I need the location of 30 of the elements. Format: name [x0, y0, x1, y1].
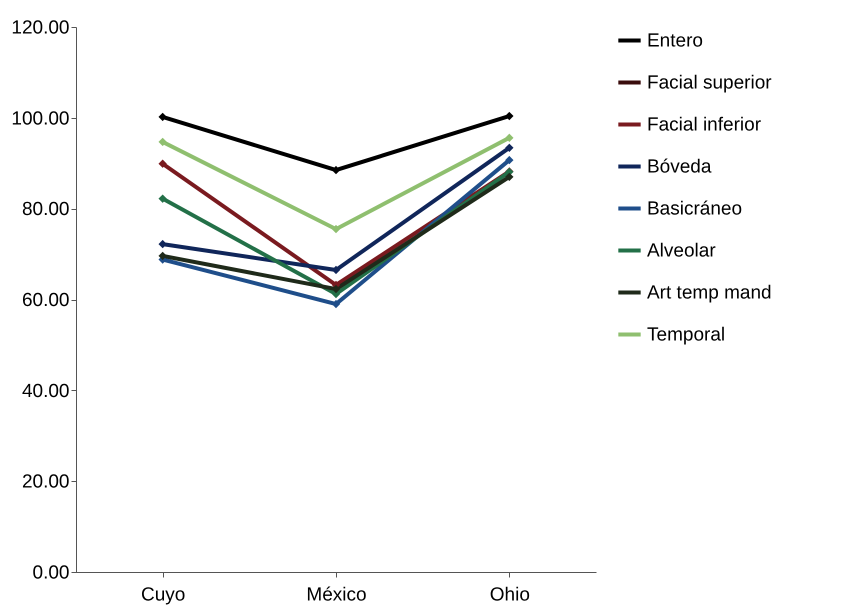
- x-tick-label: Ohio: [490, 584, 530, 606]
- x-tick-label: México: [306, 584, 367, 606]
- legend-label: Art temp mand: [647, 282, 772, 304]
- point: [332, 300, 340, 308]
- point: [505, 156, 514, 164]
- point: [505, 134, 514, 142]
- y-tick-label: 20.00: [22, 472, 70, 493]
- y-tick-label: 60.00: [22, 290, 70, 311]
- y-tick-label: 120.00: [11, 18, 70, 38]
- legend-label: Basicráneo: [647, 198, 742, 220]
- point: [505, 144, 514, 152]
- point: [332, 166, 340, 174]
- legend-label: Entero: [647, 30, 703, 52]
- y-tick-label: 80.00: [22, 199, 70, 220]
- x-tick-label: Cuyo: [140, 584, 186, 606]
- legend-label: Bóveda: [647, 156, 712, 178]
- legend-label: Facial superior: [647, 72, 772, 94]
- point: [505, 112, 514, 120]
- y-tick-label: 40.00: [22, 380, 70, 402]
- point: [158, 138, 167, 146]
- legend-label: Facial inferior: [647, 114, 762, 136]
- point: [158, 160, 167, 168]
- legend-label: Temporal: [647, 324, 726, 346]
- legend-label: Alveolar: [647, 240, 716, 262]
- y-tick-label: 100.00: [11, 108, 70, 130]
- point: [332, 224, 340, 234]
- point: [158, 112, 167, 122]
- point: [505, 172, 514, 182]
- y-tick-label: 0.00: [32, 562, 70, 584]
- point: [158, 194, 167, 203]
